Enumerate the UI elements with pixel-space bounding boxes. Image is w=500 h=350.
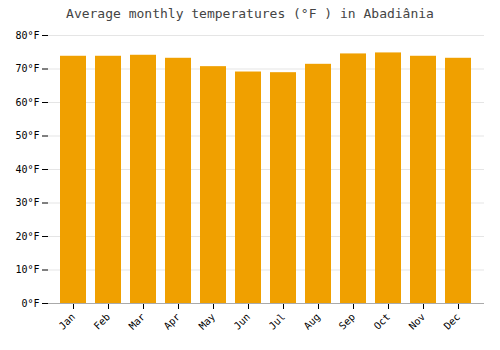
- svg-text:Dec: Dec: [442, 311, 463, 332]
- svg-text:30°F: 30°F: [15, 197, 39, 208]
- svg-text:Jun: Jun: [232, 311, 253, 332]
- svg-text:20°F: 20°F: [15, 231, 39, 242]
- svg-text:80°F: 80°F: [15, 30, 39, 41]
- svg-text:70°F: 70°F: [15, 63, 39, 74]
- svg-text:Apr: Apr: [162, 311, 183, 332]
- svg-text:May: May: [197, 311, 218, 332]
- svg-text:50°F: 50°F: [15, 130, 39, 141]
- svg-text:0°F: 0°F: [21, 298, 39, 309]
- svg-text:Jul: Jul: [267, 311, 288, 332]
- svg-text:Aug: Aug: [302, 311, 323, 332]
- html-text:Average monthly temperatures (: Average monthly temperatures (°F ) in Ab…: [66, 6, 434, 21]
- svg-text:Sep: Sep: [337, 311, 358, 332]
- svg-text:40°F: 40°F: [15, 164, 39, 175]
- svg-text:60°F: 60°F: [15, 97, 39, 108]
- svg-text:Oct: Oct: [372, 311, 393, 332]
- svg-text:Feb: Feb: [92, 311, 113, 332]
- svg-text:Nov: Nov: [407, 311, 428, 332]
- svg-text:Mar: Mar: [127, 311, 148, 332]
- svg-text:10°F: 10°F: [15, 264, 39, 275]
- svg-text:Jan: Jan: [57, 311, 78, 332]
